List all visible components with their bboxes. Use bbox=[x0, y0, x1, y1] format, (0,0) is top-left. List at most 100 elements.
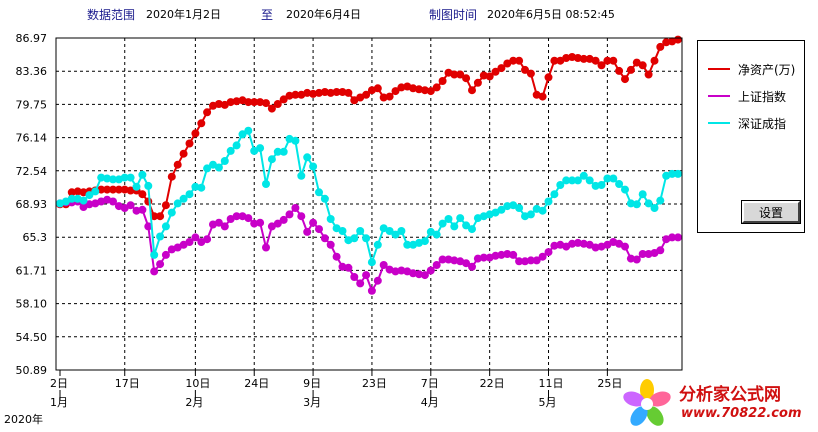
data-point bbox=[479, 253, 488, 262]
range-end: 2020年6月4日 bbox=[286, 8, 361, 21]
data-point bbox=[344, 263, 353, 272]
data-point bbox=[397, 227, 406, 235]
data-point bbox=[415, 270, 423, 279]
data-point bbox=[356, 227, 365, 235]
data-point bbox=[126, 173, 135, 182]
data-point bbox=[621, 75, 629, 84]
data-point bbox=[291, 204, 300, 212]
data-point bbox=[309, 218, 318, 227]
settings-button[interactable]: 设置 bbox=[742, 201, 800, 223]
series-line bbox=[60, 38, 679, 218]
data-point bbox=[644, 70, 653, 79]
data-point bbox=[226, 98, 235, 107]
data-point bbox=[262, 99, 270, 108]
data-point bbox=[114, 185, 123, 194]
data-point bbox=[497, 64, 506, 73]
to-label: 至 bbox=[261, 8, 274, 22]
data-point bbox=[344, 88, 353, 97]
data-point bbox=[373, 240, 382, 249]
data-point bbox=[550, 190, 559, 199]
data-point bbox=[450, 70, 459, 79]
data-point bbox=[126, 201, 135, 210]
data-point bbox=[173, 199, 182, 208]
data-point bbox=[273, 147, 282, 156]
x-tick-label: 2日 bbox=[50, 377, 68, 390]
data-point bbox=[262, 180, 270, 188]
data-point bbox=[285, 91, 294, 100]
data-point bbox=[503, 250, 512, 258]
y-tick-label: 58.10 bbox=[16, 298, 48, 311]
data-point bbox=[256, 98, 265, 107]
data-point bbox=[515, 204, 524, 212]
data-point bbox=[338, 262, 347, 271]
data-point bbox=[485, 72, 494, 81]
data-point bbox=[156, 212, 165, 221]
data-point bbox=[644, 199, 653, 208]
data-point bbox=[309, 89, 318, 98]
data-point bbox=[674, 169, 682, 178]
data-point bbox=[544, 73, 553, 82]
data-point bbox=[397, 266, 406, 275]
data-point bbox=[668, 233, 677, 242]
data-point bbox=[97, 173, 106, 182]
y-tick-label: 72.54 bbox=[16, 165, 48, 178]
data-point bbox=[573, 176, 582, 185]
data-point bbox=[273, 219, 282, 228]
data-point bbox=[462, 221, 471, 230]
data-point bbox=[244, 126, 253, 135]
data-point bbox=[132, 182, 141, 191]
data-point bbox=[67, 194, 76, 203]
data-point bbox=[468, 225, 476, 234]
data-point bbox=[144, 197, 153, 206]
data-point bbox=[385, 227, 394, 235]
data-point bbox=[638, 190, 647, 199]
data-point bbox=[674, 233, 682, 242]
data-point bbox=[214, 218, 223, 227]
data-point bbox=[338, 88, 347, 96]
data-point bbox=[409, 84, 418, 93]
data-point bbox=[85, 200, 94, 209]
data-point bbox=[568, 176, 577, 185]
data-point bbox=[103, 185, 112, 194]
data-point bbox=[185, 139, 194, 148]
data-point bbox=[444, 215, 453, 223]
data-point bbox=[544, 248, 553, 257]
data-point bbox=[573, 54, 582, 62]
legend: 净资产(万) 上证指数 深证成指 设置 bbox=[697, 40, 805, 233]
data-point bbox=[350, 273, 359, 281]
x-tick-label: 7日 bbox=[421, 377, 439, 390]
x-month-label: 3月 bbox=[303, 396, 321, 409]
data-point bbox=[391, 87, 400, 96]
data-point bbox=[356, 279, 365, 288]
x-tick-label: 24日 bbox=[244, 377, 269, 390]
data-point bbox=[415, 85, 423, 94]
data-point bbox=[226, 146, 235, 155]
data-point bbox=[621, 185, 629, 194]
data-point bbox=[615, 180, 624, 188]
data-point bbox=[362, 234, 371, 243]
y-tick-label: 76.14 bbox=[16, 132, 48, 145]
data-point bbox=[473, 254, 482, 263]
data-point bbox=[591, 56, 600, 65]
data-point bbox=[420, 271, 429, 280]
data-point bbox=[315, 188, 323, 197]
data-point bbox=[138, 170, 147, 179]
data-point bbox=[497, 250, 506, 259]
data-point bbox=[379, 261, 388, 269]
data-point bbox=[303, 88, 312, 97]
range-label: 数据范围 bbox=[87, 8, 136, 22]
data-point bbox=[497, 205, 506, 214]
data-point bbox=[591, 181, 600, 190]
data-point bbox=[603, 174, 612, 183]
data-point bbox=[297, 171, 306, 180]
data-point bbox=[150, 212, 159, 221]
data-point bbox=[573, 238, 582, 247]
data-point bbox=[320, 194, 329, 203]
data-point bbox=[515, 257, 524, 266]
flower-logo-icon bbox=[623, 379, 671, 426]
data-point bbox=[138, 190, 147, 199]
data-point bbox=[315, 225, 323, 234]
data-point bbox=[315, 88, 323, 97]
data-point bbox=[156, 260, 165, 269]
data-point bbox=[267, 104, 276, 113]
